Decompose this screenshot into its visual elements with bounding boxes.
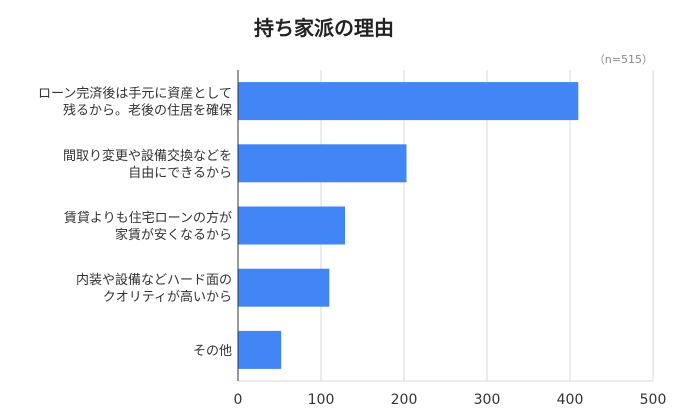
bars xyxy=(238,82,579,369)
category-label: ローン完済後は手元に資産として xyxy=(38,86,232,102)
category-label: 内装や設備などハード面の xyxy=(76,272,232,288)
bar xyxy=(238,268,330,307)
category-label: その他 xyxy=(193,344,232,359)
x-tick-label: 100 xyxy=(308,392,335,408)
x-axis-ticks: 0 100 200 300 400 500 xyxy=(234,392,667,408)
category-label: 間取り変更や設備交換などを xyxy=(63,148,232,164)
x-tick-label: 400 xyxy=(557,392,584,408)
bar xyxy=(238,206,346,245)
category-label: 残るから。老後の住居を確保 xyxy=(63,103,232,119)
bar xyxy=(238,330,282,369)
bar xyxy=(238,82,579,121)
sample-size-note: （n=515） xyxy=(594,53,653,66)
x-tick-label: 200 xyxy=(391,392,418,408)
category-label: クオリティが高いから xyxy=(103,289,232,305)
category-label: 自由にできるから xyxy=(128,166,232,181)
grid-lines xyxy=(238,70,654,382)
x-tick-label: 0 xyxy=(234,392,243,408)
category-label: 賃貸よりも住宅ローンの方が xyxy=(64,210,232,226)
chart-title: 持ち家派の理由 xyxy=(254,16,394,40)
category-labels: ローン完済後は手元に資産として残るから。老後の住居を確保間取り変更や設備交換など… xyxy=(38,86,232,359)
bar xyxy=(238,144,407,183)
category-label: 家賃が安くなるから xyxy=(115,227,232,243)
x-tick-label: 300 xyxy=(474,392,501,408)
x-tick-label: 500 xyxy=(640,392,667,408)
